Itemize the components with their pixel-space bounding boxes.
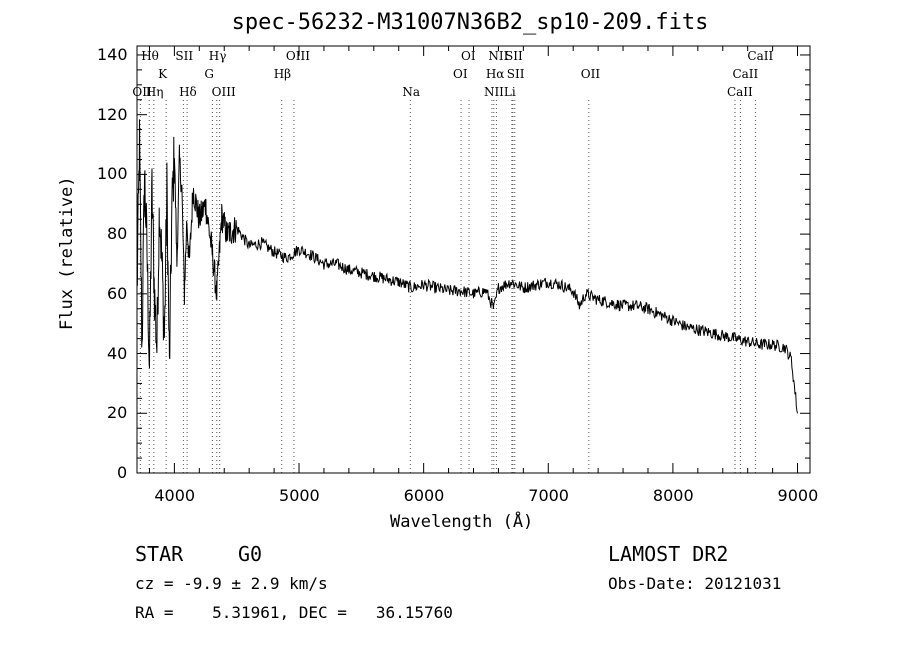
y-tick-label: 20 <box>107 403 128 423</box>
x-tick-label: 8000 <box>652 486 694 505</box>
x-tick-label: 6000 <box>403 486 445 505</box>
x-tick-label: 9000 <box>777 486 819 505</box>
line-label: CaII <box>732 67 759 81</box>
line-label: SII <box>505 49 523 63</box>
coordinates: RA = 5.31961, DEC = 36.15760 <box>135 603 453 622</box>
obs-date: Obs-Date: 20121031 <box>608 574 782 593</box>
line-label: Hα <box>485 67 505 81</box>
line-label: OII <box>132 85 152 99</box>
plot-frame <box>136 45 811 474</box>
y-axis-label: Flux (relative) <box>57 176 77 330</box>
survey-name: LAMOST DR2 <box>608 542 729 566</box>
line-label: CaII <box>726 85 753 99</box>
axis-ticks <box>137 46 810 474</box>
line-label: Hη <box>145 85 164 99</box>
line-label: Na <box>402 85 420 99</box>
line-label: Hθ <box>141 49 159 63</box>
line-label: NII <box>483 85 504 99</box>
x-tick-label: 4000 <box>154 486 196 505</box>
y-tick-label: 0 <box>117 463 128 482</box>
y-tick-label: 120 <box>97 104 128 124</box>
redshift-text: cz = -9.9 ± 2.9 km/s <box>135 574 328 593</box>
object-class: STAR <box>135 542 184 566</box>
line-label: SII <box>175 49 194 63</box>
line-label: NII <box>488 49 509 63</box>
line-label: OIII <box>285 49 310 63</box>
line-label: Hγ <box>208 49 227 63</box>
line-label: CaII <box>747 49 774 63</box>
object-subclass: G0 <box>238 542 263 566</box>
line-label: Hδ <box>179 85 197 99</box>
spectrum-line <box>136 119 798 414</box>
line-label: OI <box>453 67 468 81</box>
y-tick-label: 40 <box>107 343 128 363</box>
line-label: OIII <box>211 85 236 99</box>
line-label: K <box>158 67 168 81</box>
y-tick-label: 140 <box>97 44 128 64</box>
line-label: OI <box>461 49 476 63</box>
y-tick-label: 60 <box>107 283 128 303</box>
line-label: OII <box>580 67 601 81</box>
chart-title: spec-56232-M31007N36B2_sp10-209.fits <box>231 10 709 35</box>
x-tick-label: 5000 <box>279 486 320 505</box>
y-tick-label: 80 <box>107 224 128 244</box>
x-axis-label: Wavelength (Å) <box>390 512 534 532</box>
line-label: Hβ <box>273 67 292 81</box>
line-label: Li <box>503 85 516 99</box>
line-label: SII <box>506 67 525 81</box>
y-tick-label: 100 <box>97 164 128 184</box>
line-label: G <box>204 67 214 81</box>
x-tick-label: 7000 <box>528 486 569 505</box>
